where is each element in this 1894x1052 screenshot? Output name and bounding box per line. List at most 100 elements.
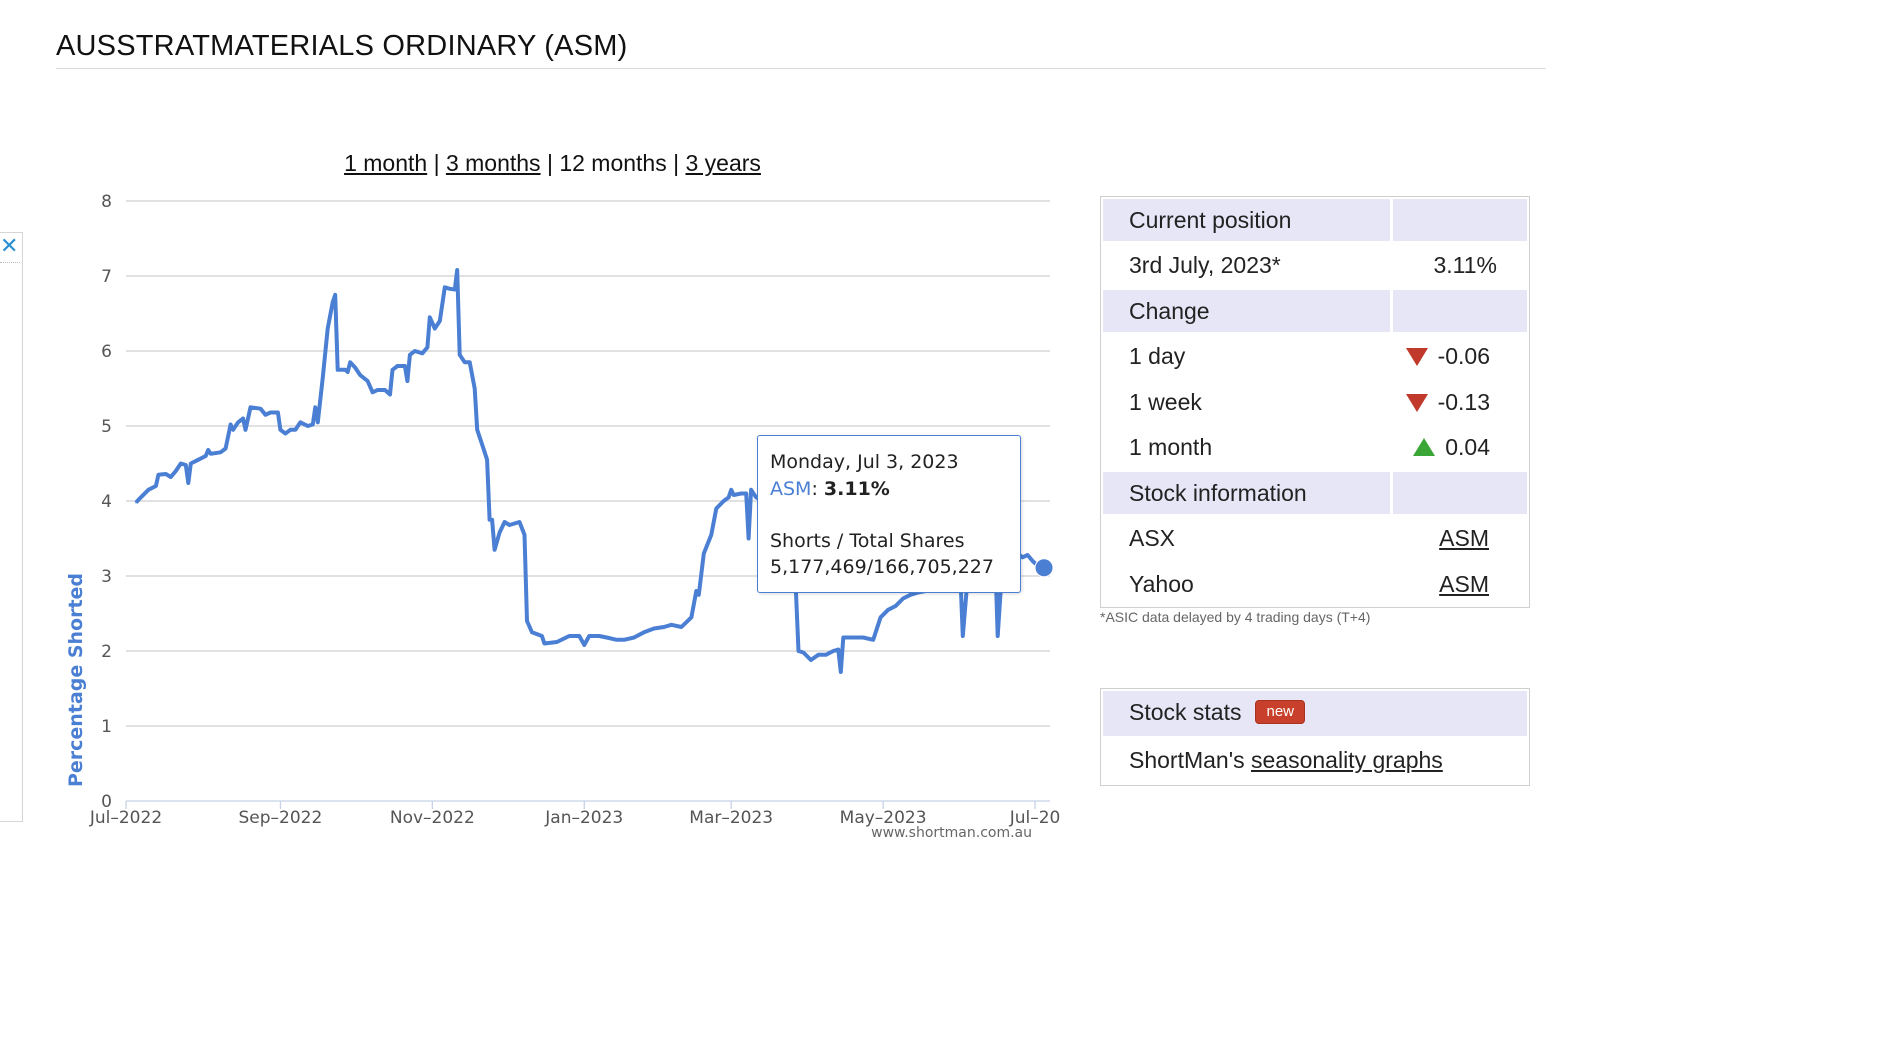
data-point [237, 421, 239, 424]
data-point [740, 492, 742, 495]
data-point [745, 492, 747, 495]
arrow-down-icon [1405, 393, 1428, 412]
data-point [503, 521, 506, 523]
data-point [189, 462, 192, 465]
data-point [852, 636, 855, 639]
data-point [703, 552, 705, 555]
stock-info-label: Stock information [1129, 480, 1307, 506]
data-point [488, 518, 491, 521]
data-point [491, 518, 493, 521]
data-point [690, 616, 693, 619]
data-point [264, 413, 267, 416]
data-point [157, 473, 160, 476]
x-tick-label: Mar–2023 [689, 808, 773, 828]
short-position-chart[interactable]: 0 1 2 3 4 5 6 7 8 Jul–2022 Sep–2022 Nov–2022 Jan–20… [0, 180, 1070, 850]
change-row-1-week: 1 week -0.13 [1103, 381, 1527, 423]
data-point [1026, 554, 1029, 556]
data-point [523, 533, 526, 536]
data-point [894, 605, 897, 607]
data-point [443, 286, 446, 289]
data-point [615, 638, 618, 641]
data-point [633, 636, 635, 639]
data-point [750, 488, 752, 491]
hover-marker [1034, 558, 1054, 578]
x-tick-label: Nov–2022 [390, 808, 475, 828]
data-point [155, 485, 157, 487]
data-point [321, 376, 324, 379]
tooltip-series-row: ASM: 3.11% [770, 478, 890, 500]
change-row-1-day: 1 day -0.06 [1103, 335, 1527, 377]
data-point [277, 411, 279, 414]
range-3-years-link[interactable]: 3 years [685, 150, 761, 176]
asx-row: ASX ASM [1103, 517, 1527, 559]
tooltip-value: 3.11% [823, 478, 890, 500]
page-title: AUSSTRATMATERIALS ORDINARY (ASM) [56, 30, 628, 62]
data-point [996, 635, 999, 637]
data-point [817, 653, 820, 656]
data-point [825, 653, 827, 656]
data-point [259, 407, 262, 410]
data-point [653, 627, 655, 630]
chart-credit: www.shortman.com.au [871, 825, 1032, 841]
data-point [299, 421, 302, 424]
data-point [135, 501, 137, 504]
data-point [583, 644, 586, 646]
data-point [354, 366, 356, 369]
yahoo-link[interactable]: ASM [1439, 571, 1489, 597]
data-point [468, 361, 471, 364]
range-3-months-link[interactable]: 3 months [445, 150, 541, 176]
data-point [842, 636, 845, 639]
data-point [184, 464, 187, 466]
data-point [371, 391, 374, 394]
data-point [187, 482, 190, 484]
range-separator: | [546, 150, 553, 176]
data-point [508, 524, 511, 526]
ad-divider [0, 262, 20, 263]
change-header: Change [1103, 290, 1527, 332]
data-point [710, 533, 713, 536]
data-point [797, 650, 800, 652]
close-icon[interactable]: ✕ [0, 233, 19, 258]
data-point [311, 423, 314, 426]
data-point [439, 320, 441, 322]
data-point [389, 393, 391, 396]
data-point [747, 537, 750, 540]
range-1-month-link[interactable]: 1 month [344, 150, 428, 176]
data-point [755, 496, 757, 499]
data-point [279, 428, 282, 431]
seasonality-prefix: ShortMan's [1129, 747, 1245, 773]
stock-stats-header: Stock stats new [1103, 691, 1527, 736]
data-point [421, 352, 424, 355]
change-value: -0.06 [1437, 343, 1490, 369]
asx-link[interactable]: ASM [1439, 525, 1489, 551]
stock-stats-panel: Stock stats new ShortMan's seasonality gr… [1100, 688, 1530, 786]
data-point [837, 648, 840, 651]
data-point [434, 327, 436, 330]
range-selector: 1 month | 3 months | 12 months | 3 years [0, 150, 1105, 177]
data-point [140, 496, 142, 499]
data-point [219, 451, 222, 454]
chart-series [134, 268, 1054, 674]
tooltip-series-name: ASM [770, 478, 812, 500]
data-point [448, 287, 451, 290]
data-point [872, 638, 874, 641]
y-tick-label: 3 [101, 567, 112, 587]
data-point [294, 428, 297, 431]
data-point [147, 488, 150, 491]
data-point [384, 389, 386, 391]
y-tick-label: 8 [101, 192, 112, 212]
data-point [839, 671, 842, 673]
y-axis-ticks: 0 1 2 3 4 5 6 7 8 [101, 192, 112, 812]
data-point [481, 443, 483, 446]
data-point [316, 421, 319, 424]
range-separator: | [673, 150, 680, 176]
data-point [879, 616, 882, 619]
range-12-months-current: 12 months [559, 150, 667, 176]
data-point [307, 425, 309, 427]
change-label: Change [1129, 298, 1210, 324]
position-panel: Current position 3rd July, 2023* 3.11% C… [1100, 196, 1530, 608]
y-tick-label: 7 [101, 267, 112, 287]
seasonality-graphs-link[interactable]: seasonality graphs [1251, 747, 1443, 773]
data-point [242, 417, 244, 420]
data-point [244, 428, 247, 431]
